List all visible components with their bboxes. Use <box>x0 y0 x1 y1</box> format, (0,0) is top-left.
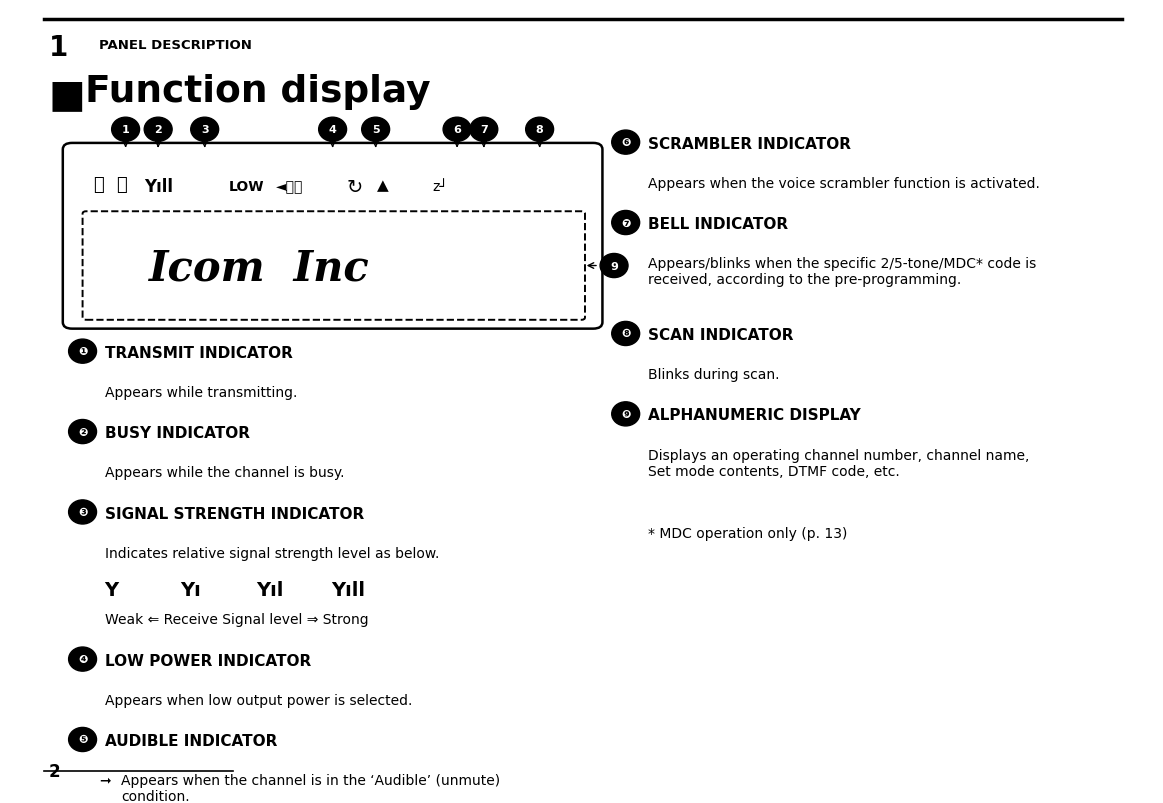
Text: Appears when the voice scrambler function is activated.: Appears when the voice scrambler functio… <box>648 177 1040 190</box>
Text: 8: 8 <box>536 125 543 135</box>
FancyBboxPatch shape <box>63 144 602 329</box>
Text: 7: 7 <box>480 125 487 135</box>
Text: ❸: ❸ <box>78 507 87 517</box>
Text: ⌖: ⌖ <box>116 176 127 194</box>
Text: Appears when the channel is in the ‘Audible’ (unmute)
condition.: Appears when the channel is in the ‘Audi… <box>121 773 500 803</box>
Ellipse shape <box>69 420 97 444</box>
Ellipse shape <box>112 118 140 142</box>
Text: ■: ■ <box>49 76 86 114</box>
Text: z┘: z┘ <box>433 180 449 194</box>
Ellipse shape <box>191 118 219 142</box>
Ellipse shape <box>600 254 628 278</box>
Text: SIGNAL STRENGTH INDICATOR: SIGNAL STRENGTH INDICATOR <box>105 506 364 521</box>
Ellipse shape <box>69 340 97 364</box>
FancyBboxPatch shape <box>83 212 585 320</box>
Text: Yıll: Yıll <box>144 177 173 195</box>
Text: LOW: LOW <box>229 180 265 194</box>
Text: 1: 1 <box>49 34 69 62</box>
Text: Indicates relative signal strength level as below.: Indicates relative signal strength level… <box>105 546 440 560</box>
Text: ❷: ❷ <box>78 427 87 437</box>
Text: BUSY INDICATOR: BUSY INDICATOR <box>105 426 250 441</box>
Text: ⌗: ⌗ <box>93 176 104 194</box>
Ellipse shape <box>526 118 554 142</box>
Text: Yı: Yı <box>180 581 201 600</box>
Ellipse shape <box>362 118 390 142</box>
Text: ❻: ❻ <box>621 138 630 148</box>
Text: Weak ⇐ Receive Signal level ⇒ Strong: Weak ⇐ Receive Signal level ⇒ Strong <box>105 613 369 626</box>
Text: 3: 3 <box>201 125 208 135</box>
Text: Yıl: Yıl <box>256 581 284 600</box>
Text: TRANSMIT INDICATOR: TRANSMIT INDICATOR <box>105 345 293 361</box>
Text: ❽: ❽ <box>621 329 630 339</box>
Text: ↻: ↻ <box>347 177 363 197</box>
Ellipse shape <box>612 322 640 346</box>
Text: AUDIBLE INDICATOR: AUDIBLE INDICATOR <box>105 733 277 748</box>
Ellipse shape <box>443 118 471 142</box>
Ellipse shape <box>612 211 640 235</box>
Text: ALPHANUMERIC DISPLAY: ALPHANUMERIC DISPLAY <box>648 408 861 423</box>
Text: 9: 9 <box>611 261 618 271</box>
Ellipse shape <box>69 647 97 671</box>
Text: ➞: ➞ <box>99 773 110 787</box>
Text: ◄⧖⧖: ◄⧖⧖ <box>276 180 304 194</box>
Text: SCRAMBLER INDICATOR: SCRAMBLER INDICATOR <box>648 137 851 152</box>
Text: PANEL DESCRIPTION: PANEL DESCRIPTION <box>99 39 251 51</box>
Text: Yıll: Yıll <box>331 581 365 600</box>
Text: Displays an operating channel number, channel name,
Set mode contents, DTMF code: Displays an operating channel number, ch… <box>648 448 1029 479</box>
Text: 1: 1 <box>122 125 129 135</box>
Text: ❺: ❺ <box>78 735 87 744</box>
Ellipse shape <box>319 118 347 142</box>
Text: BELL INDICATOR: BELL INDICATOR <box>648 217 787 232</box>
Text: 5: 5 <box>372 125 379 135</box>
Text: * MDC operation only (p. 13): * MDC operation only (p. 13) <box>648 527 847 540</box>
Text: SCAN INDICATOR: SCAN INDICATOR <box>648 328 793 343</box>
Text: 4: 4 <box>329 125 336 135</box>
Text: 2: 2 <box>49 763 60 781</box>
Text: ❹: ❹ <box>78 654 87 664</box>
Ellipse shape <box>612 131 640 155</box>
Text: ▲: ▲ <box>377 178 388 193</box>
Text: Appears/blinks when the specific 2/5-tone/MDC* code is
received, according to th: Appears/blinks when the specific 2/5-ton… <box>648 257 1036 287</box>
Text: 6: 6 <box>454 125 461 135</box>
Text: Appears when low output power is selected.: Appears when low output power is selecte… <box>105 693 412 707</box>
Text: Function display: Function display <box>85 74 430 110</box>
Text: ❶: ❶ <box>78 347 87 357</box>
Ellipse shape <box>144 118 172 142</box>
Ellipse shape <box>470 118 498 142</box>
Text: ❼: ❼ <box>621 218 630 228</box>
Ellipse shape <box>69 728 97 752</box>
Text: Icom  Inc: Icom Inc <box>149 247 370 289</box>
Text: LOW POWER INDICATOR: LOW POWER INDICATOR <box>105 653 311 668</box>
Text: ❾: ❾ <box>621 410 630 419</box>
Text: Y: Y <box>105 581 119 600</box>
Text: Appears while the channel is busy.: Appears while the channel is busy. <box>105 466 344 479</box>
Ellipse shape <box>69 500 97 524</box>
Ellipse shape <box>612 402 640 426</box>
Text: Blinks during scan.: Blinks during scan. <box>648 368 779 381</box>
Text: Appears while transmitting.: Appears while transmitting. <box>105 385 297 399</box>
Text: 2: 2 <box>155 125 162 135</box>
